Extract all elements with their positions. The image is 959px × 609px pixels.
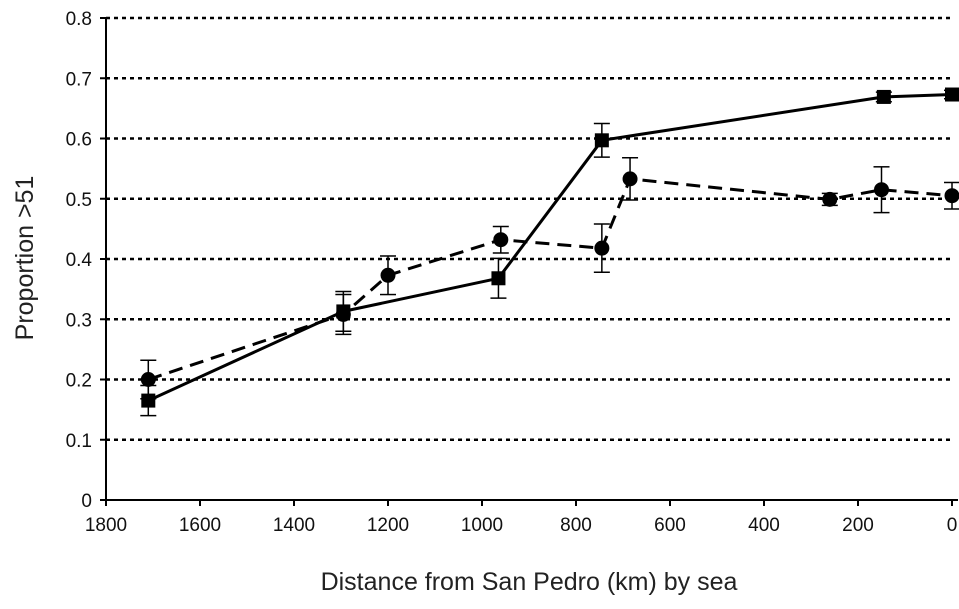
x-tick-label: 1800: [85, 515, 127, 536]
circle-marker: [874, 182, 889, 198]
circle-marker: [944, 188, 959, 204]
circle-marker: [380, 267, 396, 283]
x-tick-label: 1400: [273, 515, 315, 536]
x-tick-label: 800: [560, 515, 592, 536]
x-tick-label: 400: [748, 515, 780, 536]
y-tick-label: 0: [81, 491, 92, 512]
y-axis-title: Proportion >51: [11, 176, 39, 341]
data-points: [140, 87, 959, 408]
y-tick-label: 0.5: [66, 190, 92, 211]
square-marker: [141, 393, 156, 408]
x-axis-title: Distance from San Pedro (km) by sea: [321, 568, 738, 596]
x-tick-label: 1200: [367, 515, 409, 536]
square-marker: [594, 133, 609, 148]
gridlines: [106, 16, 952, 441]
circle-marker: [594, 240, 610, 256]
y-tick-label: 0.6: [66, 130, 92, 151]
axes: [100, 17, 958, 506]
circle-marker: [335, 306, 351, 322]
x-tick-label: 0: [947, 515, 958, 536]
x-tick-label: 200: [842, 515, 874, 536]
y-tick-label: 0.7: [66, 69, 92, 90]
square-marker: [945, 87, 959, 102]
circle-marker: [493, 232, 509, 248]
series-line-square: [147, 93, 953, 402]
square-marker: [876, 89, 891, 104]
circle-marker: [822, 191, 838, 207]
x-tick-label: 600: [654, 515, 686, 536]
square-marker: [491, 271, 506, 286]
y-tick-label: 0.3: [66, 310, 92, 331]
circle-marker: [140, 372, 156, 387]
x-tick-label: 1000: [461, 515, 503, 536]
x-tick-label: 1600: [179, 515, 221, 536]
y-tick-labels: 0 0.1 0.2 0.3 0.4 0.5 0.6 0.7 0.8: [66, 9, 93, 512]
circle-marker: [622, 171, 638, 187]
y-tick-label: 0.1: [66, 431, 92, 452]
x-tick-labels: 1800 1600 1400 1200 1000 800 600 400 200 0: [85, 515, 957, 536]
y-tick-label: 0.8: [66, 9, 92, 30]
y-tick-label: 0.2: [66, 371, 92, 392]
series-lines: [147, 93, 953, 402]
y-tick-label: 0.4: [66, 250, 93, 271]
